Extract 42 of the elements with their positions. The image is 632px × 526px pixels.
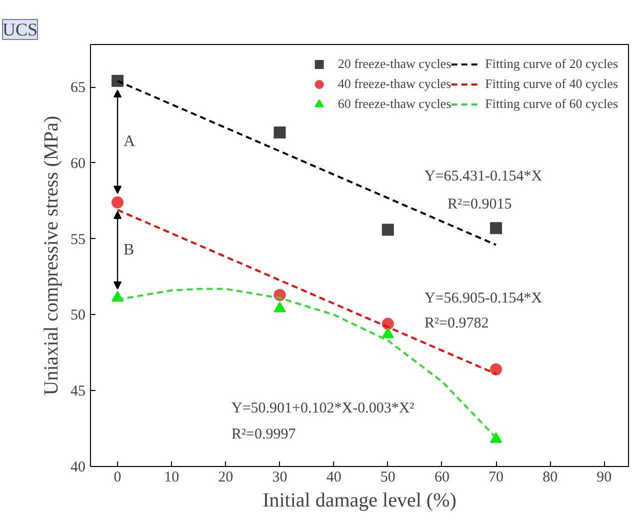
x-tick-label: 50 bbox=[380, 470, 396, 486]
y-tick-label: 55 bbox=[70, 232, 86, 248]
x-tick-label: 40 bbox=[326, 470, 342, 486]
annotation: R²=0.9782 bbox=[424, 316, 489, 332]
y-tick-label: 45 bbox=[70, 384, 86, 400]
x-tick-label: 10 bbox=[164, 470, 180, 486]
annotation: Y=56.905-0.154*X bbox=[424, 290, 542, 306]
point bbox=[490, 222, 502, 234]
y-tick-label: 50 bbox=[70, 308, 86, 324]
y-tick-label: 40 bbox=[70, 460, 86, 476]
legend-label: Fitting curve of 60 cycles bbox=[485, 96, 618, 112]
x-tick-label: 70 bbox=[488, 470, 504, 486]
point bbox=[490, 432, 502, 443]
point bbox=[112, 196, 124, 208]
x-tick-label: 80 bbox=[542, 470, 558, 486]
point bbox=[274, 302, 286, 312]
x-tick-label: 0 bbox=[114, 470, 122, 486]
point bbox=[274, 126, 286, 139]
legend-label: 20 freeze-thaw cycles bbox=[338, 56, 452, 72]
point bbox=[382, 224, 394, 236]
y-tick-label: 60 bbox=[70, 156, 86, 172]
x-tick-label: 90 bbox=[596, 470, 612, 486]
text: UCS bbox=[2, 20, 38, 40]
legend-label: 60 freeze-thaw cycles bbox=[338, 96, 452, 112]
annotation: A bbox=[124, 133, 136, 150]
x-tick-label: 30 bbox=[272, 470, 288, 486]
annotation: B bbox=[124, 242, 134, 259]
x-tick-label: 60 bbox=[434, 470, 450, 486]
legend-label: 40 freeze-thaw cycles bbox=[338, 76, 452, 92]
x-axis-title: Initial damage level (%) bbox=[262, 490, 456, 512]
annotation: R²=0.9997 bbox=[232, 426, 296, 442]
y-axis-title: Uniaxial compressive stress (MPa) bbox=[40, 116, 62, 396]
x-tick-label: 20 bbox=[218, 470, 234, 486]
annotation: R²=0.9015 bbox=[448, 196, 512, 212]
point bbox=[382, 328, 394, 338]
point bbox=[112, 74, 124, 87]
legend-label: Fitting curve of 40 cycles bbox=[485, 76, 618, 92]
y-tick-label: 65 bbox=[70, 80, 86, 96]
legend-label: Fitting curve of 20 cycles bbox=[485, 56, 618, 72]
point bbox=[490, 363, 502, 376]
annotation: Y=65.431-0.154*X bbox=[424, 168, 542, 184]
annotation: Y=50.901+0.102*X-0.003*X² bbox=[232, 400, 415, 416]
